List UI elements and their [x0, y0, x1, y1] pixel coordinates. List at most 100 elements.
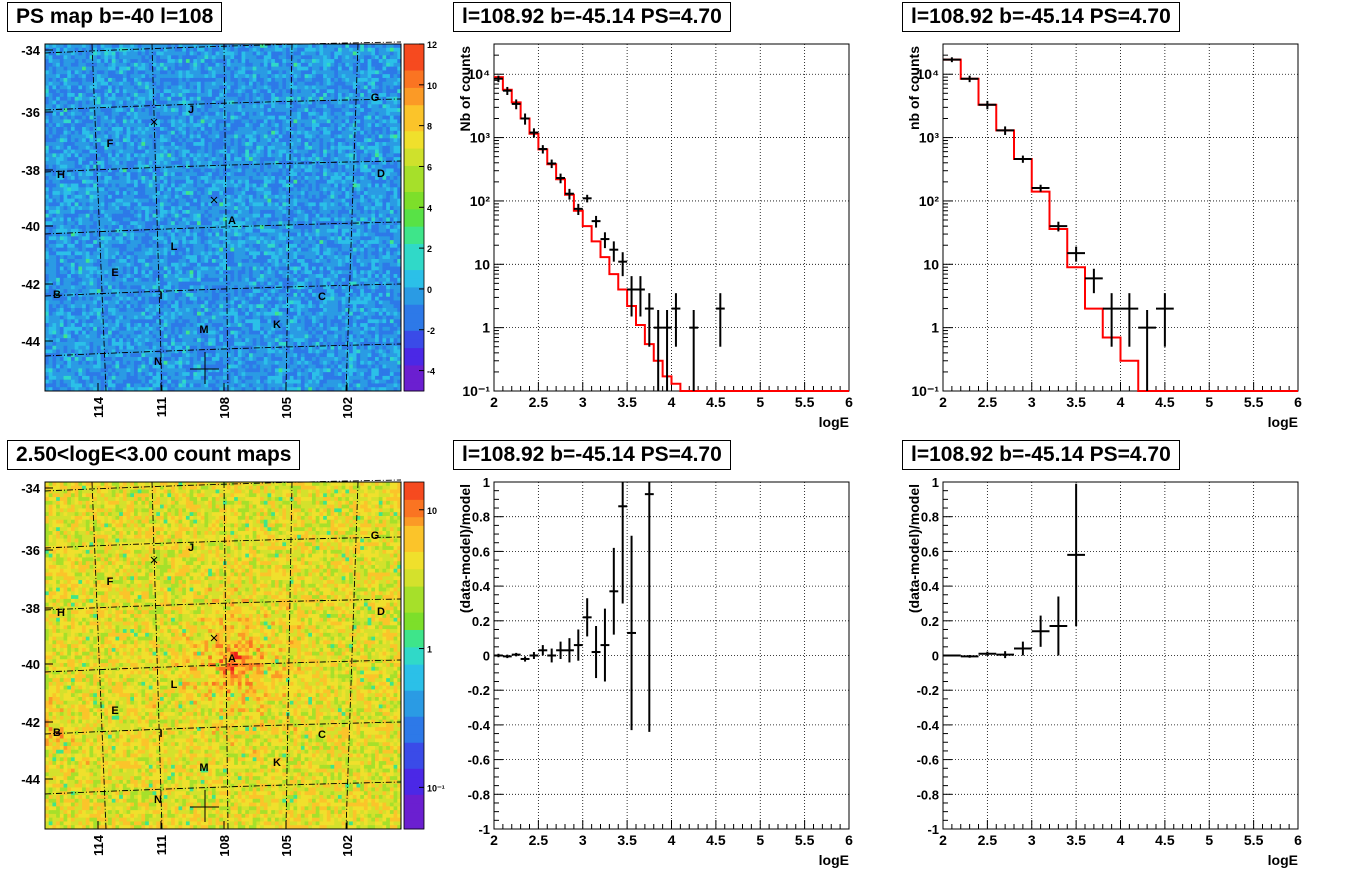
y-tick-label: 0: [483, 649, 490, 664]
x-tick-label: 105: [279, 835, 294, 857]
data-point: [1049, 221, 1068, 232]
x-tick-label: 4.5: [1155, 832, 1175, 848]
x-tick-label: 4.5: [706, 394, 726, 410]
x-tick-label: 102: [340, 397, 355, 419]
y-tick-label: -34: [21, 481, 41, 496]
data-point: [644, 482, 654, 732]
grid-parallel: [44, 479, 402, 492]
x-tick-label: 108: [217, 835, 232, 857]
data-point: [520, 113, 530, 125]
x-tick-label: 3.5: [1066, 394, 1086, 410]
source-label-a: A: [228, 215, 236, 227]
data-point: [582, 194, 592, 203]
source-label-e: E: [111, 705, 118, 717]
x-tick-label: 3: [1028, 832, 1036, 848]
data-point: [715, 293, 725, 347]
data-point: [609, 547, 619, 635]
source-label-d: D: [377, 606, 385, 618]
data-point: [627, 276, 636, 317]
data-point: [556, 173, 565, 184]
y-tick-label: 0.6: [921, 544, 939, 559]
coordinate-grid: [44, 41, 402, 392]
data-point: [653, 309, 663, 391]
data-point: [662, 309, 672, 391]
residual-panel-fine: 2 2.5 3 3.5 4 4.5 5 5.5 6 logE 1 0.8 0.6 0.4 0.2 0 -0.2 -…: [450, 438, 899, 876]
data-point: [1120, 293, 1139, 347]
data-point: [1049, 596, 1068, 656]
x-axis-label: logE: [1268, 852, 1298, 868]
map-frame: [44, 481, 402, 830]
x-tick-label: 3.5: [617, 394, 637, 410]
x-tick-label: 2: [939, 394, 947, 410]
colorbar-frame: [403, 481, 425, 830]
source-label-k: K: [273, 319, 281, 331]
colorbar: 10 1 10⁻¹: [403, 481, 445, 830]
data-point: [494, 653, 503, 658]
data-point: [943, 654, 961, 657]
residual-panel-coarse: 2 2.5 3 3.5 4 4.5 5 5.5 6 logE 1 0.8 0.6 0.4 0.2 0 -0.2 -…: [899, 438, 1348, 876]
y-tick-label: -40: [21, 657, 40, 672]
y-tick-label: -44: [21, 334, 41, 349]
x-tick-label: 2: [939, 832, 947, 848]
colorbar-tick-label: 12: [427, 40, 437, 50]
grid-parallel: [44, 283, 402, 297]
y-axis-label: (data-model)/model: [457, 484, 473, 613]
residual-title-fine: l=108.92 b=-45.14 PS=4.70: [453, 440, 731, 470]
colorbar-tick-label: 10⁻¹: [427, 783, 445, 793]
data-point: [494, 75, 503, 83]
grid-parallel: [44, 536, 402, 549]
model-histogram: [943, 58, 1298, 392]
x-axis-label: logE: [819, 414, 849, 430]
count-map-plot: -34 -36 -38 -40 -42 -44 114 111 108 105 102 A B C D E F G…: [21, 479, 445, 857]
x-tick-label: 4.5: [706, 832, 726, 848]
data-point: [538, 145, 548, 154]
y-tick-label: 10⁴: [917, 66, 940, 82]
source-label-j: J: [188, 542, 194, 554]
x-tick-label: 4: [668, 832, 676, 848]
x-tick-label: 108: [217, 397, 232, 419]
y-tick-label: 1: [932, 475, 939, 490]
grid-meridian: [151, 43, 163, 392]
data-point: [978, 100, 997, 110]
x-tick-label: 6: [845, 832, 853, 848]
x-tick-label: 102: [340, 835, 355, 857]
data-point: [547, 159, 557, 169]
y-tick-label: 0.8: [472, 510, 490, 525]
spectrum-chart-fine: 2 2.5 3 3.5 4 4.5 5 5.5 6 logE 10⁴ 10³ 10² 10 1 10⁻¹ Nb …: [457, 43, 853, 430]
data-point: [1156, 293, 1174, 347]
colorbar-tick-label: 2: [427, 244, 432, 254]
grid-parallel: [44, 98, 402, 111]
y-tick-label: -0.8: [917, 787, 939, 802]
data-point: [1031, 184, 1050, 192]
x-axis-label: logE: [819, 852, 849, 868]
data-point: [1102, 293, 1121, 347]
data-point: [529, 652, 539, 659]
data-point: [502, 86, 512, 96]
x-tick-label: 6: [845, 394, 853, 410]
residual-chart-coarse: 2 2.5 3 3.5 4 4.5 5 5.5 6 logE 1 0.8 0.6 0.4 0.2 0 -0.2 -…: [906, 475, 1302, 868]
y-tick-label: 1: [482, 320, 490, 336]
x-tick-label: 5: [1205, 394, 1213, 410]
ps-map-title: PS map b=-40 l=108: [7, 2, 223, 32]
target-cross: [190, 790, 219, 822]
source-label-l: L: [171, 241, 178, 253]
grid-meridian: [151, 481, 163, 830]
x-tick-label: 6: [1294, 832, 1302, 848]
data-point: [1014, 641, 1032, 656]
colorbar: 12 10 8 6 4 2 0 -2 -4: [403, 40, 437, 392]
grid-meridian: [91, 43, 107, 392]
x-tick-label: 5: [756, 832, 764, 848]
y-tick-label: -0.2: [917, 683, 939, 698]
spectrum-chart-coarse: 2 2.5 3 3.5 4 4.5 5 5.5 6 logE 10⁴ 10³ 10² 10 1 10⁻¹ nb …: [906, 43, 1302, 430]
grid-parallel: [44, 721, 402, 735]
spectrum-title-coarse: l=108.92 b=-45.14 PS=4.70: [902, 2, 1180, 32]
y-axis-label: Nb of counts: [457, 46, 473, 132]
ps-map-panel: -34 -36 -38 -40 -42 -44 114 111 108 105 102 A B C D E F G…: [0, 0, 450, 438]
x-axis-label: logE: [1268, 414, 1298, 430]
grid-parallel: [44, 221, 402, 235]
source-label-g: G: [371, 92, 380, 104]
source-label-l: L: [171, 679, 178, 691]
source-label-f: F: [107, 576, 114, 588]
x-tick-label: 114: [91, 834, 106, 856]
data-point: [1014, 155, 1032, 163]
